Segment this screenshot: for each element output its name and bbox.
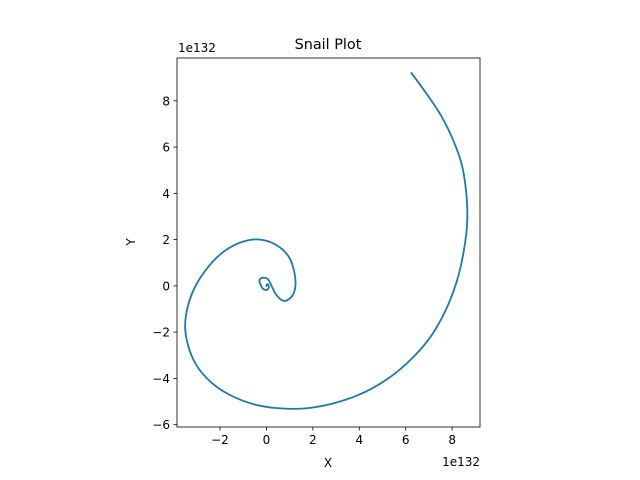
x-axis-label: X bbox=[324, 456, 332, 470]
x-tick-label: 6 bbox=[402, 433, 410, 447]
x-tick-label: 0 bbox=[263, 433, 271, 447]
plot-layer: −2 0 2 4 6 8 −6 −4 −2 0 2 4 6 8 bbox=[152, 71, 469, 447]
y-tick-label: 0 bbox=[162, 279, 170, 293]
x-tick-label: 8 bbox=[448, 433, 456, 447]
x-tick-label: 4 bbox=[355, 433, 363, 447]
y-offset-label: 1e132 bbox=[178, 41, 216, 55]
y-axis-label: Y bbox=[124, 238, 138, 247]
x-tick-label: 2 bbox=[309, 433, 317, 447]
plot-frame bbox=[176, 57, 481, 428]
y-tick-label: −4 bbox=[152, 372, 170, 386]
x-offset-label: 1e132 bbox=[442, 455, 480, 469]
y-tick-label: 8 bbox=[162, 94, 170, 108]
y-tick-label: 2 bbox=[162, 233, 170, 247]
y-tick-label: 4 bbox=[162, 187, 170, 201]
x-tick-label: −2 bbox=[211, 433, 229, 447]
y-tick-label: 6 bbox=[162, 141, 170, 155]
snail-curve-line bbox=[184, 71, 469, 410]
y-tick-label: −6 bbox=[152, 418, 170, 432]
chart-title: Snail Plot bbox=[295, 37, 362, 53]
y-tick-label: −2 bbox=[152, 326, 170, 340]
